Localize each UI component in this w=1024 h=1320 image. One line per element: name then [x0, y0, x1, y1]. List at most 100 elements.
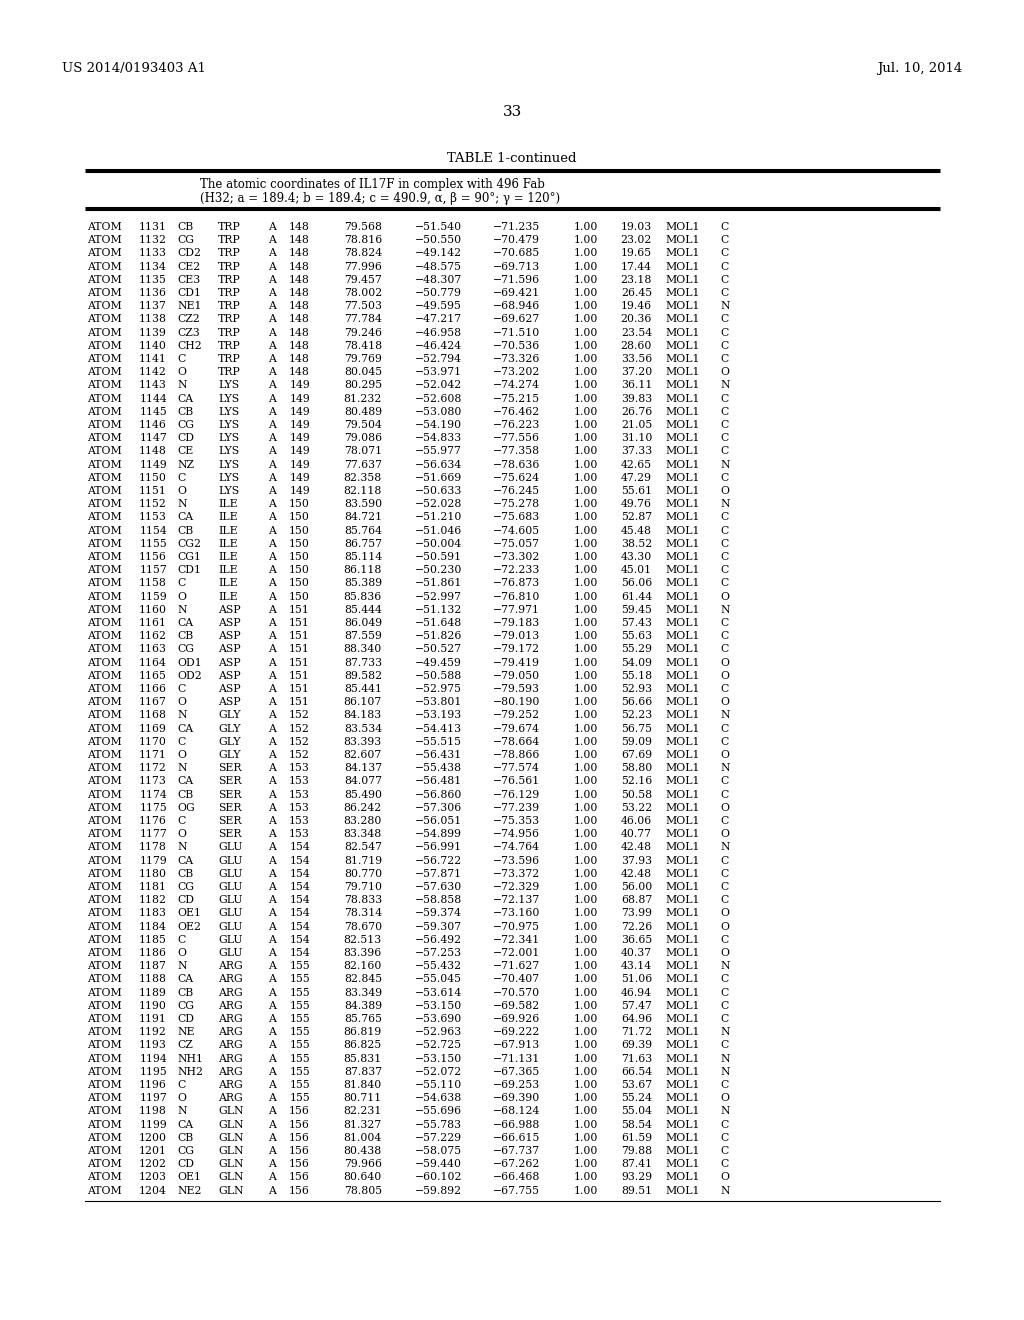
- Text: 79.568: 79.568: [344, 222, 382, 232]
- Text: N: N: [720, 710, 729, 721]
- Text: −79.674: −79.674: [493, 723, 540, 734]
- Text: 79.769: 79.769: [344, 354, 382, 364]
- Text: O: O: [720, 591, 729, 602]
- Text: MOL1: MOL1: [665, 1185, 699, 1196]
- Text: 81.004: 81.004: [344, 1133, 382, 1143]
- Text: 1173: 1173: [139, 776, 167, 787]
- Text: 85.764: 85.764: [344, 525, 382, 536]
- Text: 1.00: 1.00: [573, 908, 598, 919]
- Text: MOL1: MOL1: [665, 908, 699, 919]
- Text: −50.004: −50.004: [415, 539, 462, 549]
- Text: ILE: ILE: [218, 552, 238, 562]
- Text: 54.09: 54.09: [621, 657, 652, 668]
- Text: −53.614: −53.614: [415, 987, 462, 998]
- Text: C: C: [720, 393, 728, 404]
- Text: O: O: [177, 486, 186, 496]
- Text: 83.590: 83.590: [344, 499, 382, 510]
- Text: 1154: 1154: [139, 525, 167, 536]
- Text: GLN: GLN: [218, 1146, 244, 1156]
- Text: −55.696: −55.696: [415, 1106, 462, 1117]
- Text: 55.29: 55.29: [621, 644, 652, 655]
- Text: −69.582: −69.582: [493, 1001, 540, 1011]
- Text: 57.43: 57.43: [621, 618, 652, 628]
- Text: A: A: [268, 882, 275, 892]
- Text: N: N: [177, 842, 186, 853]
- Text: 1135: 1135: [139, 275, 167, 285]
- Text: −75.278: −75.278: [493, 499, 540, 510]
- Text: C: C: [720, 235, 728, 246]
- Text: 23.02: 23.02: [621, 235, 652, 246]
- Text: 87.559: 87.559: [344, 631, 382, 642]
- Text: −75.683: −75.683: [493, 512, 540, 523]
- Text: CG: CG: [177, 644, 194, 655]
- Text: C: C: [720, 816, 728, 826]
- Text: 1139: 1139: [139, 327, 167, 338]
- Text: C: C: [720, 314, 728, 325]
- Text: 150: 150: [289, 499, 310, 510]
- Text: 82.160: 82.160: [344, 961, 382, 972]
- Text: MOL1: MOL1: [665, 1119, 699, 1130]
- Text: N: N: [720, 1067, 729, 1077]
- Text: ASP: ASP: [218, 684, 241, 694]
- Text: A: A: [268, 1093, 275, 1104]
- Text: ATOM: ATOM: [87, 855, 122, 866]
- Text: 61.44: 61.44: [621, 591, 652, 602]
- Text: N: N: [177, 380, 186, 391]
- Text: C: C: [720, 1146, 728, 1156]
- Text: 1.00: 1.00: [573, 459, 598, 470]
- Text: 67.69: 67.69: [621, 750, 652, 760]
- Text: C: C: [720, 935, 728, 945]
- Text: N: N: [720, 380, 729, 391]
- Text: −52.975: −52.975: [415, 684, 462, 694]
- Text: 148: 148: [289, 222, 310, 232]
- Text: 1166: 1166: [139, 684, 167, 694]
- Text: 155: 155: [289, 1040, 310, 1051]
- Text: 80.045: 80.045: [344, 367, 382, 378]
- Text: 1.00: 1.00: [573, 301, 598, 312]
- Text: CB: CB: [177, 525, 194, 536]
- Text: −53.193: −53.193: [415, 710, 462, 721]
- Text: −58.858: −58.858: [415, 895, 462, 906]
- Text: 1143: 1143: [139, 380, 167, 391]
- Text: ILE: ILE: [218, 578, 238, 589]
- Text: A: A: [268, 723, 275, 734]
- Text: 1167: 1167: [139, 697, 167, 708]
- Text: ATOM: ATOM: [87, 1040, 122, 1051]
- Text: SER: SER: [218, 776, 242, 787]
- Text: −54.190: −54.190: [415, 420, 462, 430]
- Text: Jul. 10, 2014: Jul. 10, 2014: [877, 62, 962, 75]
- Text: C: C: [720, 1080, 728, 1090]
- Text: C: C: [720, 420, 728, 430]
- Text: −67.913: −67.913: [493, 1040, 540, 1051]
- Text: ATOM: ATOM: [87, 222, 122, 232]
- Text: 1.00: 1.00: [573, 961, 598, 972]
- Text: MOL1: MOL1: [665, 222, 699, 232]
- Text: 1.00: 1.00: [573, 710, 598, 721]
- Text: 78.805: 78.805: [344, 1185, 382, 1196]
- Text: 55.24: 55.24: [621, 1093, 652, 1104]
- Text: ATOM: ATOM: [87, 433, 122, 444]
- Text: 156: 156: [289, 1106, 310, 1117]
- Text: TRP: TRP: [218, 301, 241, 312]
- Text: 1.00: 1.00: [573, 935, 598, 945]
- Text: −55.977: −55.977: [415, 446, 462, 457]
- Text: 1160: 1160: [139, 605, 167, 615]
- Text: 149: 149: [289, 420, 310, 430]
- Text: MOL1: MOL1: [665, 578, 699, 589]
- Text: O: O: [720, 803, 729, 813]
- Text: US 2014/0193403 A1: US 2014/0193403 A1: [62, 62, 206, 75]
- Text: ATOM: ATOM: [87, 776, 122, 787]
- Text: 85.441: 85.441: [344, 684, 382, 694]
- Text: 86.819: 86.819: [344, 1027, 382, 1038]
- Text: O: O: [177, 697, 186, 708]
- Text: MOL1: MOL1: [665, 1080, 699, 1090]
- Text: 79.710: 79.710: [344, 882, 382, 892]
- Text: GLY: GLY: [218, 737, 241, 747]
- Text: MOL1: MOL1: [665, 618, 699, 628]
- Text: CD2: CD2: [177, 248, 201, 259]
- Text: −59.892: −59.892: [415, 1185, 462, 1196]
- Text: A: A: [268, 459, 275, 470]
- Text: 152: 152: [289, 723, 310, 734]
- Text: 82.513: 82.513: [344, 935, 382, 945]
- Text: 83.348: 83.348: [344, 829, 382, 840]
